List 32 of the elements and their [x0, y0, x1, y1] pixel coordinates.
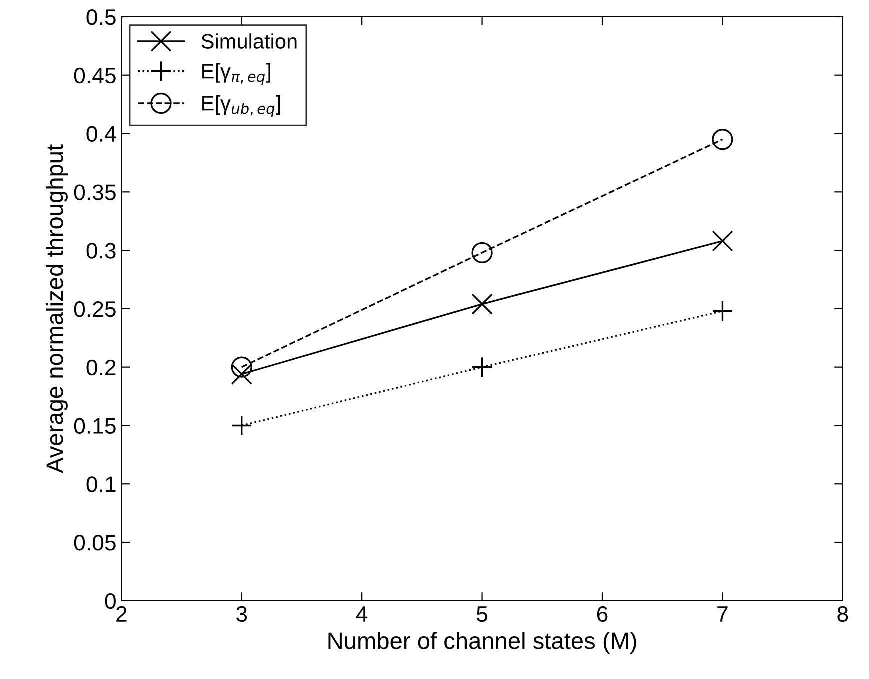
y-tick-label: 0.3 [86, 243, 116, 259]
x-tick-label: 7 [718, 606, 728, 622]
x-tick-label: 4 [356, 606, 368, 622]
point [472, 242, 493, 264]
y-tick-label: 0.35 [74, 184, 116, 200]
y-tick-label: 0.4 [86, 126, 116, 142]
x-tick-label: 8 [838, 606, 848, 622]
point [231, 364, 252, 385]
legend-label: E[γ$_{ub,eq}$] [202, 96, 280, 118]
y-tick-label: 0.5 [86, 10, 116, 26]
x-tick-label: 5 [477, 606, 488, 622]
y-tick-label: 0.15 [74, 418, 116, 434]
point [231, 356, 252, 378]
x-tick-label: 3 [236, 606, 248, 622]
y-tick-label: 0.25 [74, 301, 116, 318]
y-axis-title: Average normalized throughput [46, 144, 68, 474]
point [712, 129, 734, 150]
x-axis-title: Number of channel states (M) [328, 632, 636, 654]
point [712, 230, 734, 252]
y-tick-label: 0 [105, 593, 116, 610]
y-tick-label: 0.2 [86, 360, 116, 376]
legend-label: Simulation [202, 34, 297, 49]
x-tick-label: 2 [116, 606, 127, 622]
point [472, 356, 493, 378]
y-tick-label: 0.1 [86, 476, 116, 492]
y-tick-label: 0.45 [74, 68, 116, 84]
x-tick-label: 6 [597, 606, 608, 622]
point [231, 415, 252, 436]
legend-label: E[γ$_{π,eq}$] [202, 63, 270, 85]
point [472, 294, 493, 315]
y-tick-label: 0.05 [74, 535, 116, 551]
point [712, 300, 734, 322]
